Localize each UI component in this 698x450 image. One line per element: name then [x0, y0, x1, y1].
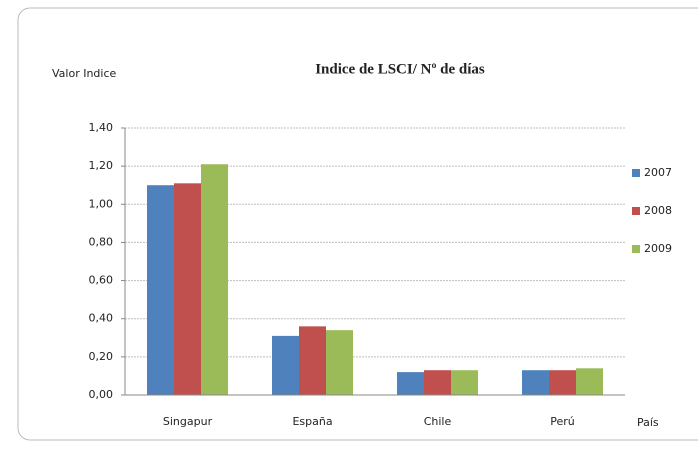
bar: [424, 370, 451, 395]
legend-swatch: [632, 169, 640, 177]
y-tick-label: 1,40: [89, 121, 114, 134]
x-tick-label: España: [292, 415, 332, 428]
y-tick-label: 0,40: [89, 312, 114, 325]
y-tick-label: 1,00: [89, 197, 114, 210]
bar: [522, 370, 549, 395]
bar: [147, 185, 174, 395]
x-axis-label: País: [637, 416, 659, 429]
y-tick-label: 1,20: [89, 159, 114, 172]
x-tick-label: Singapur: [163, 415, 213, 428]
bar: [451, 370, 478, 395]
y-tick-label: 0,00: [89, 388, 114, 401]
chart-title: Indice de LSCI/ Nº de días: [315, 61, 485, 77]
legend-swatch: [632, 207, 640, 215]
bar: [201, 164, 228, 395]
legend-swatch: [632, 245, 640, 253]
bar: [576, 368, 603, 395]
bar: [174, 183, 201, 395]
y-axis-label: Valor Indice: [52, 67, 117, 80]
x-tick-label: Perú: [550, 415, 575, 428]
bar: [397, 372, 424, 395]
bar: [326, 330, 353, 395]
legend-label: 2008: [644, 204, 672, 217]
legend-label: 2009: [644, 242, 672, 255]
legend-label: 2007: [644, 166, 672, 179]
x-tick-label: Chile: [424, 415, 452, 428]
bar: [272, 335, 299, 395]
bar: [549, 370, 576, 395]
bar: [299, 326, 326, 395]
y-tick-label: 0,80: [89, 235, 114, 248]
y-tick-label: 0,20: [89, 350, 114, 363]
y-tick-label: 0,60: [89, 274, 114, 287]
